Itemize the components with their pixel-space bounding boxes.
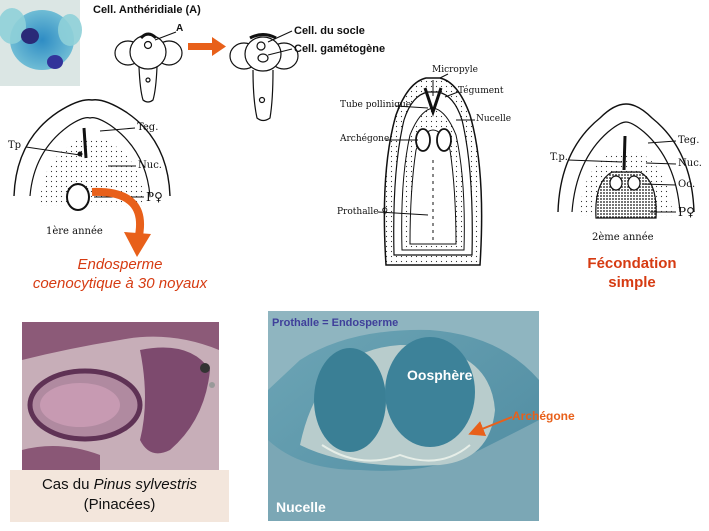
transition-arrow: [188, 37, 226, 56]
ovule-diagram-year2: [557, 103, 695, 219]
label-tegument: Tégument: [458, 86, 504, 96]
label-anth-cell: Cell. Anthéridiale (A): [93, 4, 201, 16]
label-prothalle: Prothalle ♀: [337, 207, 389, 217]
pollen-grain-diagram-1: [114, 31, 183, 103]
pinus-caption-box: Cas du Pinus sylvestris (Pinacées): [10, 470, 229, 522]
fecondation-caption-line1: Fécondation: [587, 255, 677, 272]
label-po-right: P♀: [678, 205, 695, 219]
label-nucelle-center: Nucelle: [476, 114, 512, 124]
label-nucelle-photo: Nucelle: [276, 499, 326, 515]
endosperm-arrow: [91, 187, 151, 257]
label-teg-left: Teg.: [137, 122, 159, 133]
label-nuc-left: Nuc.: [138, 160, 162, 171]
fecondation-caption: Fécondation simple: [567, 254, 697, 292]
endosperm-caption-line1: Endosperme: [77, 256, 163, 273]
label-year2: 2ème année: [592, 232, 654, 243]
label-tube-pollinique: Tube pollinique: [340, 100, 412, 110]
label-tp-left: Tp: [8, 140, 22, 151]
micrograph-title: Prothalle = Endosperme: [272, 317, 399, 329]
label-a-marker: A: [176, 23, 184, 34]
label-oo-right: Oo.: [678, 179, 696, 190]
label-archegone-photo: Archégone: [512, 409, 575, 423]
pinus-caption-species: Pinus sylvestris: [93, 476, 198, 493]
pinus-caption-family: (Pinacées): [83, 496, 156, 513]
pinus-caption-line1: Cas du Pinus sylvestris: [10, 475, 229, 495]
label-tp-right: T.p.: [550, 152, 568, 163]
fecondation-caption-line2: simple: [608, 274, 656, 291]
label-archegone-center: Archégone: [340, 134, 390, 144]
pollen-photo: [0, 0, 82, 86]
label-nuc-right: Nuc.: [678, 158, 702, 169]
label-socle-cell: Cell. du socle: [294, 25, 365, 37]
pollen-grain-diagram-2: [229, 30, 299, 122]
label-po-left: P♀: [146, 190, 163, 204]
endosperm-caption: Endosperme coenocytique à 30 noyaux: [10, 255, 230, 293]
endosperm-caption-line2: coenocytique à 30 noyaux: [32, 275, 208, 292]
ovule-diagram-center: [377, 73, 483, 266]
archegone-arrow: [468, 416, 513, 436]
label-oosphere: Oosphère: [407, 367, 473, 383]
label-gameto-cell: Cell. gamétogène: [294, 43, 386, 55]
pinus-section-photo: [22, 322, 219, 471]
pinus-caption-prefix: Cas du: [41, 476, 94, 493]
micrograph-photo: [268, 311, 539, 521]
ovule-diagram-year1: [13, 99, 171, 211]
label-year1: 1ère année: [46, 226, 103, 237]
label-micropyle: Micropyle: [432, 65, 478, 75]
label-teg-right: Teg.: [678, 135, 700, 146]
